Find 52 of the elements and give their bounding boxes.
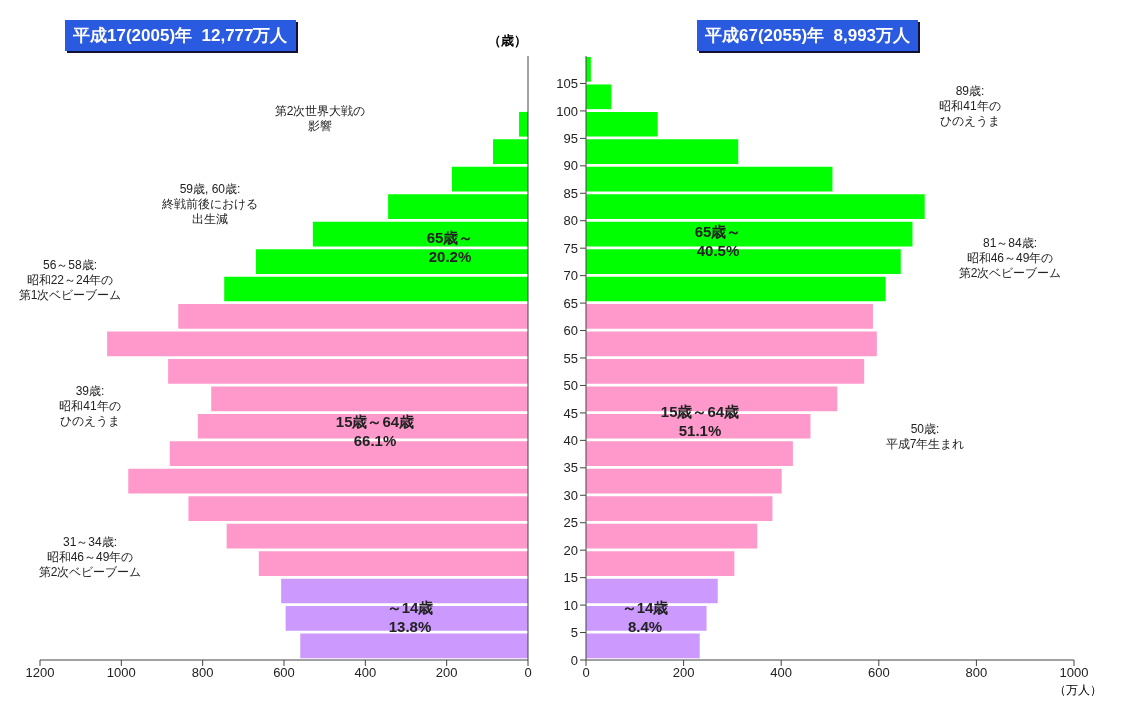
x-tick-label: 1200	[25, 665, 55, 681]
annotation: 第2次世界大戦の影響	[273, 104, 367, 134]
y-tick-label: 20	[563, 542, 578, 558]
x-tick-label: 0	[524, 665, 532, 681]
annotation: ～14歳13.8%	[385, 598, 435, 636]
x-axis-title: （万人）	[1054, 682, 1102, 699]
x-tick-label: 200	[672, 665, 695, 681]
annotation: ～14歳8.4%	[621, 599, 669, 635]
y-tick-label: 60	[563, 323, 578, 339]
x-tick-label: 1000	[106, 665, 136, 681]
y-tick-label: 35	[563, 460, 578, 476]
annotation: 39歳:昭和41年のひのえうま	[58, 384, 122, 429]
y-tick-label: 0	[570, 652, 578, 668]
y-tick-label: 105	[556, 76, 578, 92]
y-tick-label: 95	[563, 130, 578, 146]
y-tick-label: 55	[563, 350, 578, 366]
annotation: 50歳:平成7年生まれ	[884, 422, 966, 452]
y-tick-label: 10	[563, 597, 578, 613]
x-tick-label: 400	[770, 665, 793, 681]
y-tick-label: 90	[563, 158, 578, 174]
x-tick-label: 600	[867, 665, 890, 681]
y-tick-label: 100	[556, 103, 578, 119]
y-tick-label: 45	[563, 405, 578, 421]
annotation: 31～34歳:昭和46～49年の第2次ベビーブーム	[37, 535, 143, 580]
y-tick-label: 85	[563, 185, 578, 201]
y-tick-label: 75	[563, 240, 578, 256]
x-tick-label: 800	[191, 665, 214, 681]
y-tick-label: 5	[570, 625, 578, 641]
x-tick-label: 1000	[1059, 665, 1089, 681]
y-tick-label: 65	[563, 295, 578, 311]
annotation: 89歳:昭和41年のひのえうま	[938, 84, 1002, 129]
x-tick-label: 800	[965, 665, 988, 681]
chart-title: 平成17(2005)年 12,777万人	[65, 20, 296, 51]
x-tick-label: 400	[354, 665, 377, 681]
annotation: 65歳～20.2%	[425, 228, 475, 266]
chart-title: 平成67(2055)年 8,993万人	[697, 20, 919, 51]
x-tick-label: 600	[273, 665, 295, 681]
annotation: 56～58歳:昭和22～24年の第1次ベビーブーム	[17, 258, 123, 303]
x-tick-label: 200	[435, 665, 458, 681]
annotation: 59歳, 60歳:終戦前後における出生減	[161, 182, 259, 227]
annotation: 15歳～64歳51.1%	[659, 402, 741, 440]
y-tick-label: 70	[563, 268, 578, 284]
y-tick-label: 80	[563, 213, 578, 229]
annotation: 15歳～64歳66.1%	[334, 412, 416, 450]
y-tick-label: 15	[563, 570, 578, 586]
y-tick-label: 40	[563, 432, 578, 448]
y-tick-label: 25	[563, 515, 578, 531]
y-tick-label: 50	[563, 378, 578, 394]
x-tick-label: 0	[582, 665, 590, 681]
y-tick-label: 30	[563, 487, 578, 503]
y-axis-title: （歳）	[488, 32, 527, 50]
annotation: 81～84歳:昭和46～49年の第2次ベビーブーム	[957, 236, 1063, 281]
